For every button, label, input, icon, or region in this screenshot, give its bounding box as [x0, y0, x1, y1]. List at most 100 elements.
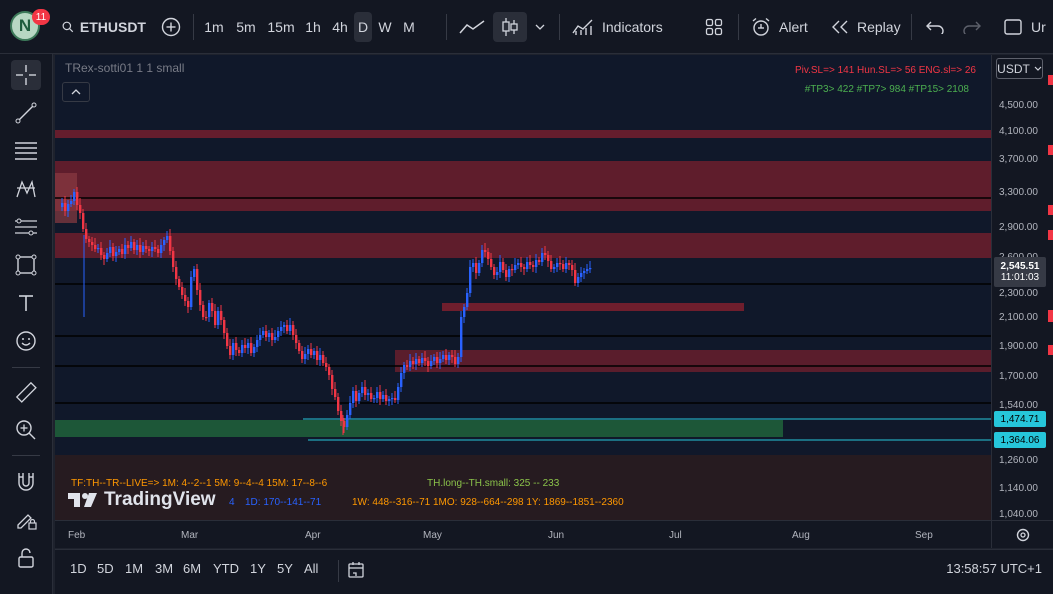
candle-body: [61, 203, 64, 207]
price-tick-label: 1,540.00: [999, 400, 1038, 411]
text-tool[interactable]: [11, 288, 41, 318]
range-1y-button[interactable]: 1Y: [250, 561, 266, 576]
unlock-tool[interactable]: [11, 543, 41, 573]
time-tick-label: Mar: [181, 530, 199, 541]
candle-body: [382, 395, 385, 399]
candle-body: [352, 391, 355, 403]
candle-body: [235, 343, 238, 350]
candle-body: [160, 245, 163, 253]
crosshair-tool[interactable]: [11, 60, 41, 90]
replay-label: Replay: [857, 19, 901, 35]
candle-body: [304, 354, 307, 359]
time-axis[interactable]: Feb Mar Apr May Jun Jul Aug Sep: [55, 520, 991, 548]
pattern-icon: [16, 179, 36, 198]
candle-body: [427, 361, 430, 366]
symbol-search-button[interactable]: ETHUSDT: [58, 12, 146, 42]
zoom-tool[interactable]: [11, 415, 41, 445]
candle-body: [580, 273, 583, 277]
grid-icon: [705, 18, 723, 36]
templates-button[interactable]: [700, 12, 728, 42]
price-tick-label: 2,900.00: [999, 222, 1038, 233]
interval-m-month[interactable]: M: [403, 19, 415, 35]
interval-1m[interactable]: 1m: [204, 19, 224, 35]
time-tick-label: Aug: [792, 530, 810, 541]
shape-tool[interactable]: [11, 250, 41, 280]
candle-body: [307, 349, 310, 354]
currency-selector[interactable]: USDT: [996, 58, 1043, 79]
avatar-letter: N: [18, 16, 32, 35]
indicators-icon: [572, 19, 593, 35]
compare-symbol-button[interactable]: [157, 12, 185, 42]
indicators-label: Indicators: [602, 19, 663, 35]
range-6m-button[interactable]: 6M: [183, 561, 202, 576]
collapse-legend-button[interactable]: [62, 82, 90, 102]
time-tick-label: Jun: [548, 530, 565, 541]
range-all-button[interactable]: All: [304, 561, 319, 576]
interval-w[interactable]: W: [378, 19, 392, 35]
chart-type-dropdown[interactable]: [530, 12, 550, 42]
range-ytd-button[interactable]: YTD: [213, 561, 239, 576]
range-5d-button[interactable]: 5D: [97, 561, 114, 576]
interval-1h[interactable]: 1h: [305, 19, 321, 35]
candle-body: [406, 365, 409, 367]
candle-body: [133, 242, 136, 250]
candle-body: [502, 262, 505, 270]
alert-marker: [1048, 310, 1053, 322]
candle-body: [82, 213, 85, 229]
chart-settings-button[interactable]: [991, 520, 1053, 548]
candle-body: [355, 391, 358, 401]
candles-chart-type-button[interactable]: [493, 12, 527, 42]
layout-button[interactable]: Ur: [999, 12, 1053, 42]
candle-body: [199, 290, 202, 305]
candle-body: [274, 337, 277, 340]
pattern-tool[interactable]: [11, 174, 41, 204]
candle-body: [421, 358, 424, 363]
measure-tool[interactable]: [11, 377, 41, 407]
bottom-toolbar: 1D 5D 1M 3M 6M YTD 1Y 5Y All 13:58:57 UTC+1: [55, 549, 1053, 594]
candle-body: [208, 303, 211, 317]
fib-tool[interactable]: [11, 136, 41, 166]
replay-button[interactable]: Replay: [827, 12, 903, 42]
goto-date-button[interactable]: [345, 558, 367, 582]
alert-button[interactable]: Alert: [747, 12, 815, 42]
indicators-button[interactable]: Indicators: [568, 12, 668, 42]
trendline-tool[interactable]: [11, 98, 41, 128]
magnet-tool[interactable]: [11, 467, 41, 497]
candle-body: [460, 317, 463, 357]
fib-retracement-icon: [15, 142, 37, 160]
price-chart[interactable]: [55, 55, 991, 520]
interval-d[interactable]: D: [354, 12, 372, 42]
takeprofit-info: #TP3> 422 #TP7> 984 #TP15> 2108: [804, 84, 969, 95]
interval-5m[interactable]: 5m: [236, 19, 256, 35]
prediction-tool[interactable]: [11, 212, 41, 242]
undo-button[interactable]: [920, 12, 950, 42]
line-chart-type-button[interactable]: [455, 12, 489, 42]
candle-body: [430, 361, 433, 366]
range-5y-button[interactable]: 5Y: [277, 561, 293, 576]
interval-4h[interactable]: 4h: [332, 19, 348, 35]
range-1m-button[interactable]: 1M: [125, 561, 144, 576]
chart-pane[interactable]: TRex-sotti01 1 1 small Piv.SL=> 141 Hun.…: [55, 55, 991, 520]
clock-timezone[interactable]: 13:58:57 UTC+1: [946, 561, 1042, 576]
range-1d-button[interactable]: 1D: [70, 561, 87, 576]
tradingview-watermark[interactable]: TradingView: [67, 489, 216, 511]
candle-body: [244, 345, 247, 348]
candle-body: [349, 403, 352, 415]
candle-body: [166, 236, 169, 240]
price-tick-label: 1,140.00: [999, 483, 1038, 494]
candle-body: [154, 247, 157, 249]
redo-button[interactable]: [957, 12, 987, 42]
range-3m-button[interactable]: 3M: [155, 561, 174, 576]
alert-marker: [1048, 145, 1053, 155]
candle-body: [292, 325, 295, 335]
candle-body: [403, 365, 406, 373]
candle-body: [193, 269, 196, 277]
candle-body: [529, 262, 532, 265]
currency-label: USDT: [997, 61, 1030, 76]
emoji-tool[interactable]: [11, 326, 41, 356]
indicator-legend[interactable]: TRex-sotti01 1 1 small: [65, 61, 185, 75]
interval-15m[interactable]: 15m: [267, 19, 295, 35]
price-axis[interactable]: USDT 4,500.00 4,100.00 3,700.00 3,300.00 2,9…: [991, 55, 1053, 520]
candle-body: [178, 279, 181, 287]
lock-drawings-tool[interactable]: [11, 505, 41, 535]
